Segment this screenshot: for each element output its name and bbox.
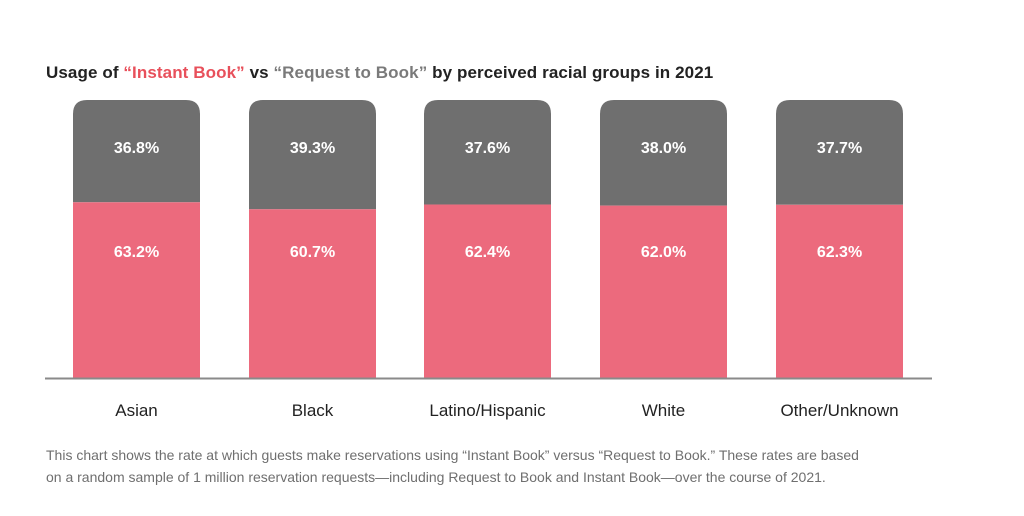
data-label-instant-book: 63.2% xyxy=(114,244,159,261)
bar-segment-instant-book xyxy=(424,204,551,378)
title-prefix: Usage of xyxy=(46,63,124,82)
bar-segment-instant-book xyxy=(600,205,727,378)
bar-segment-request-to-book xyxy=(73,100,200,203)
x-tick-label: White xyxy=(642,401,685,420)
x-tick-label: Black xyxy=(292,401,334,420)
caption-line-2: on a random sample of 1 million reservat… xyxy=(46,469,826,485)
title-middle: vs xyxy=(244,63,274,82)
bar-segment-request-to-book xyxy=(600,100,727,206)
x-tick-label: Other/Unknown xyxy=(780,401,898,420)
data-label-request-to-book: 38.0% xyxy=(641,140,686,157)
stacked-bar-chart: 36.8% 63.2% Asian 39.3% 60.7% Black 37.6% 62.4%… xyxy=(45,100,932,420)
bar-segment-request-to-book xyxy=(249,100,376,210)
bar-segment-request-to-book xyxy=(424,100,551,205)
data-label-instant-book: 60.7% xyxy=(290,244,335,261)
bar-segment-instant-book xyxy=(73,202,200,378)
title-suffix: by perceived racial groups in 2021 xyxy=(427,63,714,82)
data-label-instant-book: 62.4% xyxy=(465,244,510,261)
bar-segment-instant-book xyxy=(776,204,903,378)
x-tick-label: Latino/Hispanic xyxy=(429,401,546,420)
chart-title: Usage of “Instant Book” vs “Request to B… xyxy=(46,63,713,83)
caption-line-1: This chart shows the rate at which guest… xyxy=(46,447,859,463)
bar-segment-instant-book xyxy=(249,209,376,378)
data-label-request-to-book: 37.7% xyxy=(817,140,862,157)
data-label-instant-book: 62.3% xyxy=(817,244,862,261)
data-label-request-to-book: 39.3% xyxy=(290,140,335,157)
x-tick-label: Asian xyxy=(115,401,158,420)
data-label-instant-book: 62.0% xyxy=(641,244,686,261)
data-label-request-to-book: 36.8% xyxy=(114,140,159,157)
chart-caption: This chart shows the rate at which guest… xyxy=(46,444,996,488)
title-instant-book: “Instant Book” xyxy=(123,63,245,82)
bar-segment-request-to-book xyxy=(776,100,903,205)
title-request-to-book: “Request to Book” xyxy=(273,63,428,82)
data-label-request-to-book: 37.6% xyxy=(465,140,510,157)
